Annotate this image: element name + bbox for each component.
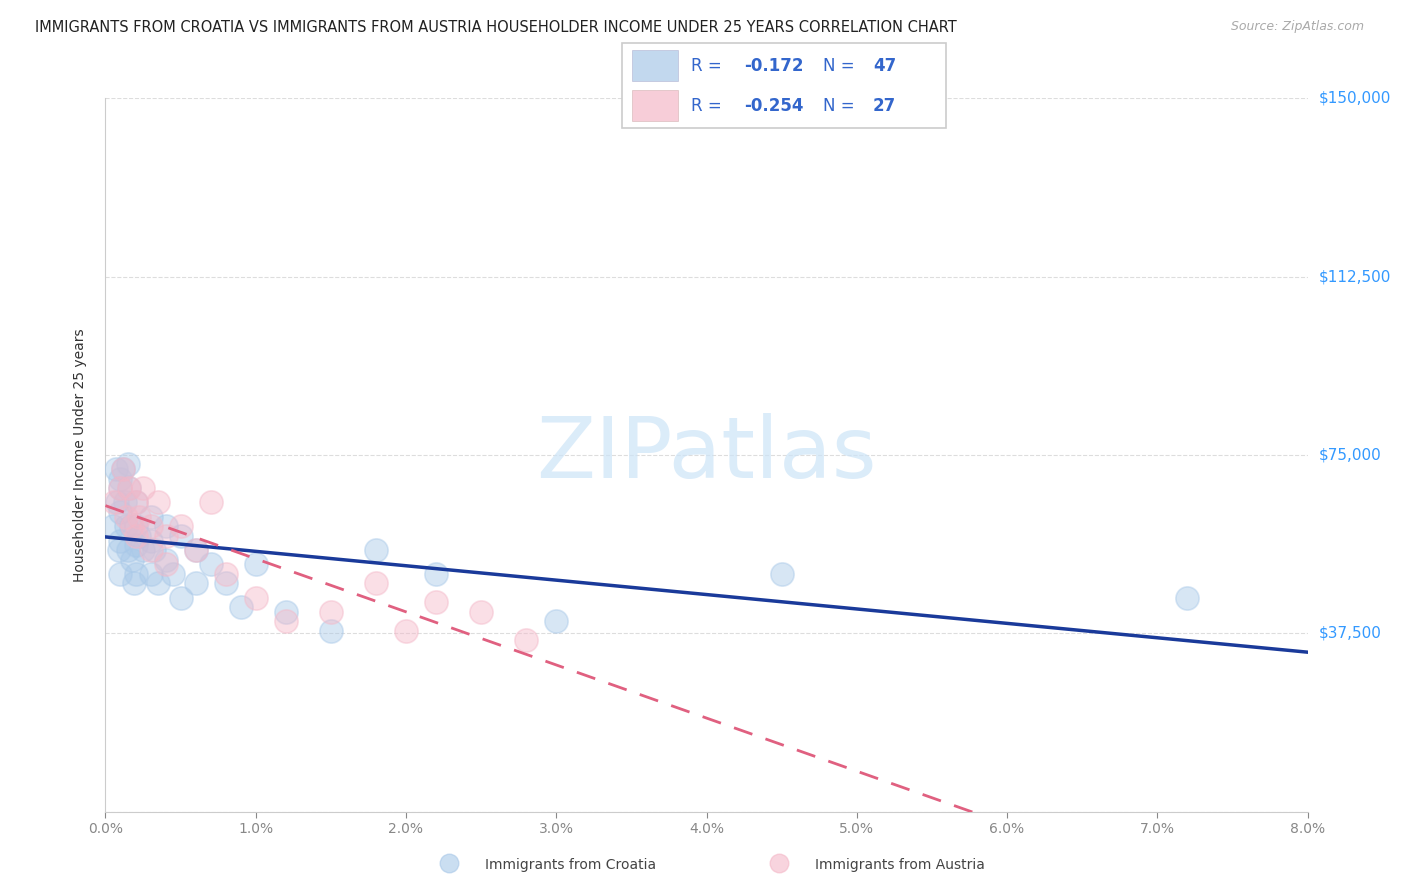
- Point: [128, 529, 150, 543]
- Text: 47: 47: [873, 56, 896, 75]
- Point: [132, 481, 155, 495]
- Point: [470, 605, 492, 619]
- Point: [124, 529, 146, 543]
- Point: [124, 495, 146, 509]
- Point: [245, 591, 267, 605]
- Point: [128, 509, 150, 524]
- Point: [214, 566, 236, 581]
- Text: R =: R =: [692, 56, 727, 75]
- Text: R =: R =: [692, 96, 727, 115]
- Point: [437, 856, 460, 871]
- Point: [120, 519, 142, 533]
- Point: [107, 495, 129, 509]
- Point: [1175, 591, 1198, 605]
- Point: [364, 543, 387, 558]
- Point: [169, 591, 191, 605]
- Point: [319, 605, 342, 619]
- Point: [118, 481, 141, 495]
- Point: [214, 576, 236, 591]
- Point: [122, 576, 145, 591]
- Point: [118, 481, 141, 495]
- Point: [425, 595, 447, 609]
- Text: $37,500: $37,500: [1319, 626, 1382, 640]
- Point: [169, 529, 191, 543]
- Point: [103, 495, 125, 509]
- Point: [110, 505, 132, 519]
- Point: [155, 529, 177, 543]
- Text: 27: 27: [873, 96, 896, 115]
- Point: [110, 481, 132, 495]
- Point: [184, 543, 207, 558]
- Text: $75,000: $75,000: [1319, 448, 1382, 462]
- Point: [110, 566, 132, 581]
- Point: [115, 519, 138, 533]
- Point: [184, 543, 207, 558]
- Text: $150,000: $150,000: [1319, 91, 1391, 105]
- Point: [132, 543, 155, 558]
- Text: -0.254: -0.254: [744, 96, 804, 115]
- Point: [124, 566, 146, 581]
- Point: [155, 552, 177, 566]
- FancyBboxPatch shape: [621, 43, 946, 128]
- Point: [319, 624, 342, 638]
- Text: IMMIGRANTS FROM CROATIA VS IMMIGRANTS FROM AUSTRIA HOUSEHOLDER INCOME UNDER 25 Y: IMMIGRANTS FROM CROATIA VS IMMIGRANTS FR…: [35, 20, 957, 35]
- Text: -0.172: -0.172: [744, 56, 804, 75]
- Y-axis label: Householder Income Under 25 years: Householder Income Under 25 years: [73, 328, 87, 582]
- Text: Source: ZipAtlas.com: Source: ZipAtlas.com: [1230, 20, 1364, 33]
- Point: [112, 462, 135, 476]
- Text: N =: N =: [824, 56, 860, 75]
- Point: [364, 576, 387, 591]
- Point: [110, 533, 132, 548]
- Point: [124, 538, 146, 552]
- Text: N =: N =: [824, 96, 860, 115]
- Bar: [631, 50, 678, 81]
- Point: [155, 558, 177, 572]
- Point: [114, 495, 136, 509]
- Point: [169, 519, 191, 533]
- Point: [768, 856, 790, 871]
- Point: [139, 543, 162, 558]
- Point: [155, 519, 177, 533]
- Point: [104, 462, 127, 476]
- Point: [200, 495, 222, 509]
- Point: [139, 533, 162, 548]
- Point: [124, 519, 146, 533]
- Point: [142, 543, 165, 558]
- Point: [229, 600, 252, 615]
- Point: [546, 615, 568, 629]
- Point: [115, 509, 138, 524]
- Point: [121, 519, 143, 533]
- Point: [245, 558, 267, 572]
- Point: [110, 481, 132, 495]
- Point: [425, 566, 447, 581]
- Point: [162, 566, 184, 581]
- Point: [770, 566, 793, 581]
- Point: [274, 615, 297, 629]
- Point: [146, 576, 169, 591]
- Text: $112,500: $112,500: [1319, 269, 1391, 284]
- Point: [117, 458, 139, 472]
- Point: [117, 543, 139, 558]
- Point: [200, 558, 222, 572]
- Point: [101, 519, 124, 533]
- Point: [146, 495, 169, 509]
- Point: [108, 543, 131, 558]
- Text: Immigrants from Austria: Immigrants from Austria: [815, 858, 986, 872]
- Point: [124, 495, 146, 509]
- Point: [184, 576, 207, 591]
- Point: [139, 519, 162, 533]
- Point: [515, 633, 537, 648]
- Point: [139, 509, 162, 524]
- Text: Immigrants from Croatia: Immigrants from Croatia: [485, 858, 657, 872]
- Point: [112, 462, 135, 476]
- Point: [139, 566, 162, 581]
- Point: [110, 472, 132, 486]
- Point: [395, 624, 418, 638]
- Point: [121, 552, 143, 566]
- Text: ZIPatlas: ZIPatlas: [536, 413, 877, 497]
- Point: [274, 605, 297, 619]
- Bar: [631, 90, 678, 121]
